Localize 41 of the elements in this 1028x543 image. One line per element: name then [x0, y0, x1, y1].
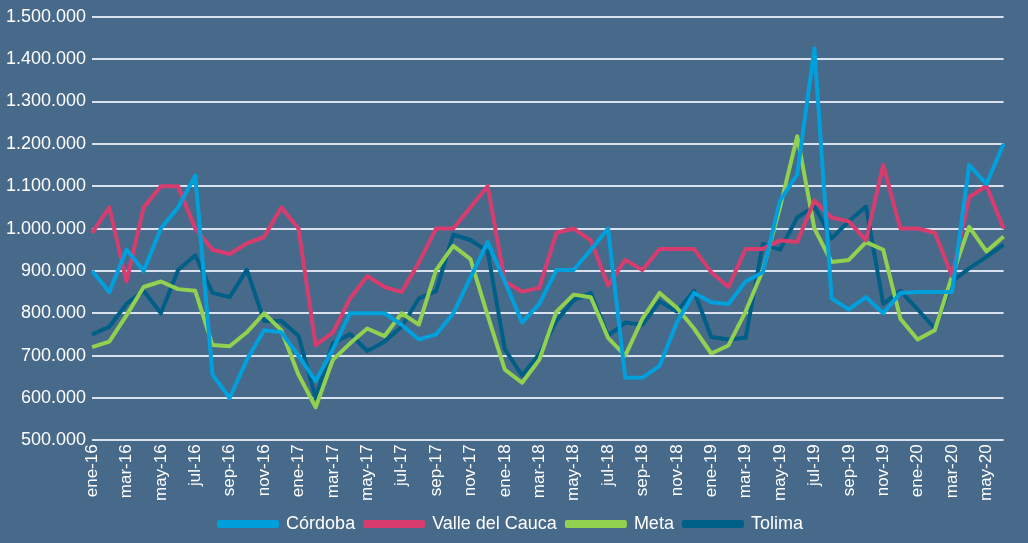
- x-tick-label: sep-19: [838, 444, 858, 497]
- y-tick-label: 1.100.000: [6, 175, 87, 196]
- x-tick-label: may-17: [356, 444, 376, 501]
- x-tick-label: may-20: [976, 444, 996, 501]
- x-tick-label: mar-18: [528, 444, 548, 499]
- x-tick-label: nov-17: [460, 444, 480, 497]
- y-tick-label: 1.300.000: [6, 90, 87, 111]
- x-tick-label: may-16: [150, 444, 170, 501]
- x-tick-label: nov-18: [666, 444, 686, 497]
- x-tick-label: mar-19: [735, 444, 755, 499]
- x-tick-label: sep-17: [425, 444, 445, 497]
- legend-label: Meta: [633, 512, 675, 533]
- y-tick-label: 700.000: [21, 344, 87, 365]
- x-tick-label: jul-17: [391, 444, 411, 487]
- x-tick-label: ene-19: [700, 444, 720, 498]
- x-tick-label: nov-16: [253, 444, 273, 497]
- y-tick-label: 600.000: [21, 386, 87, 407]
- y-tick-label: 1.500.000: [6, 5, 87, 26]
- legend-label: Tolima: [750, 512, 804, 533]
- x-tick-label: mar-17: [322, 444, 342, 499]
- x-tick-label: jul-19: [804, 444, 824, 487]
- x-tick-label: nov-19: [872, 444, 892, 497]
- y-tick-label: 1.000.000: [6, 217, 87, 238]
- x-tick-label: ene-18: [494, 444, 514, 498]
- x-tick-label: may-18: [563, 444, 583, 501]
- y-tick-label: 800.000: [21, 302, 87, 323]
- legend-label: Valle del Cauca: [432, 512, 558, 533]
- x-tick-label: ene-16: [81, 444, 101, 498]
- y-tick-label: 1.200.000: [6, 132, 87, 153]
- x-tick-label: mar-16: [116, 444, 136, 499]
- y-tick-label: 1.400.000: [6, 48, 87, 69]
- legend-label: Córdoba: [286, 512, 357, 533]
- x-tick-label: jul-16: [184, 444, 204, 487]
- x-tick-label: may-19: [769, 444, 789, 501]
- x-tick-label: ene-17: [288, 444, 308, 498]
- x-tick-label: mar-20: [941, 444, 961, 499]
- x-tick-label: sep-18: [632, 444, 652, 497]
- x-tick-label: jul-18: [597, 444, 617, 487]
- y-tick-label: 900.000: [21, 259, 87, 280]
- x-tick-label: ene-20: [907, 444, 927, 498]
- x-tick-label: sep-16: [219, 444, 239, 497]
